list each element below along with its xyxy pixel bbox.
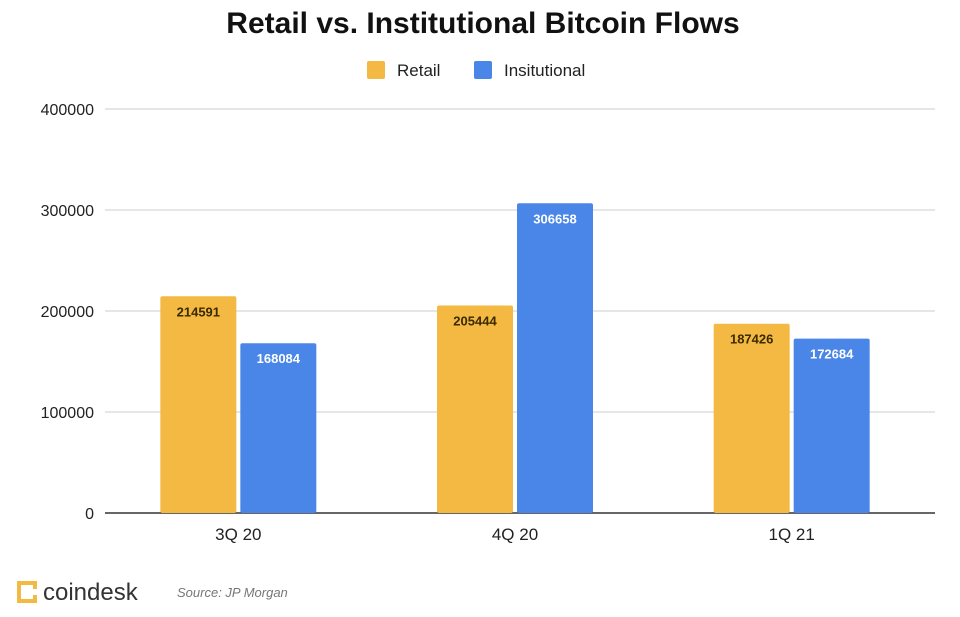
bar-retail-2 <box>713 323 790 513</box>
legend-swatch-1 <box>474 61 492 79</box>
bar-retail-1 <box>437 305 513 513</box>
chart-title: Retail vs. Institutional Bitcoin Flows <box>226 7 739 40</box>
y-tick-label: 100000 <box>41 405 94 422</box>
y-tick-label: 0 <box>85 506 94 523</box>
y-tick-label: 400000 <box>41 102 94 119</box>
data-label: 172684 <box>810 347 854 362</box>
category-labels: 3Q 20 4Q 20 1Q 21 <box>215 525 815 544</box>
data-label: 168084 <box>257 351 301 366</box>
data-label: 306658 <box>533 211 576 226</box>
legend-label-0: Retail <box>397 61 440 80</box>
x-tick-label: 4Q 20 <box>492 525 538 544</box>
data-label: 205444 <box>453 314 497 329</box>
legend-label-1: Insitutional <box>504 61 585 80</box>
legend: Retail Insitutional <box>367 61 585 80</box>
data-label: 214591 <box>177 304 220 319</box>
data-label: 187426 <box>730 332 773 347</box>
x-tick-label: 1Q 21 <box>769 525 815 544</box>
brand-name: coindesk <box>43 579 139 606</box>
y-tick-label: 200000 <box>41 304 94 321</box>
bar-insitutional-0 <box>240 343 317 513</box>
coindesk-logo-icon <box>17 581 37 603</box>
source-note: Source: JP Morgan <box>177 585 288 600</box>
legend-swatch-0 <box>367 61 385 79</box>
bars: 214591 168084 205444 306658 187426 172684 <box>160 203 870 513</box>
bar-retail-0 <box>160 296 237 513</box>
y-tick-label: 300000 <box>41 203 94 220</box>
coindesk-logo: coindesk <box>17 579 139 606</box>
bar-insitutional-1 <box>517 203 593 513</box>
bar-insitutional-2 <box>793 338 870 513</box>
x-tick-label: 3Q 20 <box>215 525 261 544</box>
